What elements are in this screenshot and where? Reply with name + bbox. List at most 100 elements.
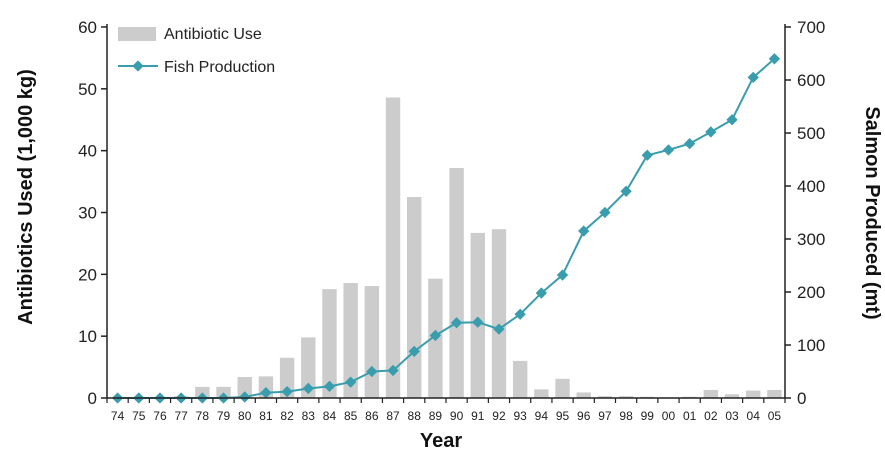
bar-antibiotic-82 (279, 357, 295, 398)
point-fish-92 (493, 323, 505, 335)
x-axis-title: Year (420, 430, 462, 451)
x-tick-label-91: 91 (471, 409, 485, 423)
x-tick-label-04: 04 (747, 409, 761, 423)
point-fish-87 (387, 364, 399, 377)
left-tick-label: 30 (78, 204, 97, 223)
point-fish-98 (620, 185, 632, 197)
bar-antibiotic-98 (618, 396, 634, 398)
x-tick-label-01: 01 (683, 409, 697, 423)
point-fish-00 (662, 144, 675, 156)
point-fish-88 (408, 345, 420, 358)
point-fish-05 (768, 53, 781, 65)
x-tick-label-92: 92 (492, 409, 506, 423)
point-fish-91 (472, 316, 484, 328)
bar-antibiotic-86 (364, 286, 380, 398)
point-fish-99 (641, 149, 653, 161)
bar-antibiotic-83 (301, 337, 316, 398)
bar-antibiotic-04 (746, 390, 761, 398)
left-axis-title: Antibiotics Used (1,000 kg) (15, 69, 37, 325)
point-fish-03 (726, 114, 738, 126)
point-fish-82 (281, 385, 293, 398)
x-tick-label-89: 89 (429, 409, 443, 423)
x-tick-label-96: 96 (577, 409, 591, 423)
left-tick-label: 60 (78, 18, 97, 37)
point-fish-84 (323, 380, 336, 392)
x-tick-label-99: 99 (641, 409, 655, 423)
x-tick-label-75: 75 (132, 409, 146, 423)
right-tick-label: 100 (797, 336, 825, 355)
bar-antibiotic-90 (449, 167, 464, 398)
bar-antibiotic-84 (322, 289, 337, 398)
x-tick-label-85: 85 (344, 409, 358, 423)
right-tick-label: 700 (797, 18, 825, 37)
x-tick-label-78: 78 (196, 409, 210, 423)
x-tick-label-93: 93 (513, 409, 527, 423)
legend-fish-label: Fish Production (164, 59, 275, 76)
point-fish-02 (705, 126, 717, 138)
x-tick-label-94: 94 (535, 409, 549, 423)
bar-antibiotic-03 (724, 394, 740, 398)
fish-production-polyline (117, 58, 776, 399)
x-tick-label-74: 74 (111, 409, 125, 423)
legend: Antibiotic Use Fish Production (118, 26, 275, 76)
bar-antibiotic-91 (470, 232, 485, 398)
point-fish-01 (683, 137, 696, 150)
bar-antibiotic-05 (767, 389, 782, 398)
right-tick-label: 600 (797, 71, 825, 90)
x-tick-label-83: 83 (302, 409, 316, 423)
bar-antibiotic-95 (555, 378, 570, 398)
bar-antibiotic-96 (576, 392, 591, 398)
left-tick-label: 40 (78, 142, 97, 161)
point-fish-93 (514, 308, 526, 320)
x-tick-label-03: 03 (725, 409, 739, 423)
point-fish-80 (239, 391, 251, 403)
bar-antibiotic-80 (237, 376, 252, 398)
x-tick-label-80: 80 (238, 409, 252, 423)
point-fish-94 (535, 287, 548, 299)
x-tick-label-82: 82 (280, 409, 294, 423)
left-tick-label: 50 (78, 80, 97, 99)
point-fish-89 (429, 329, 442, 342)
bar-antibiotic-02 (703, 389, 719, 398)
bar-antibiotic-85 (343, 282, 358, 398)
x-tick-label-84: 84 (323, 409, 337, 423)
point-fish-81 (260, 387, 272, 399)
point-fish-85 (344, 376, 357, 388)
bar-antibiotic-93 (512, 360, 528, 398)
x-tick-label-87: 87 (386, 409, 400, 423)
point-fish-97 (599, 206, 611, 219)
x-tick-label-79: 79 (217, 409, 231, 423)
x-tick-label-00: 00 (662, 409, 676, 423)
x-tick-label-81: 81 (259, 409, 273, 423)
x-tick-label-95: 95 (556, 409, 570, 423)
right-tick-label: 200 (797, 283, 825, 302)
x-tick-label-97: 97 (598, 409, 612, 423)
left-tick-label: 20 (78, 265, 97, 284)
left-tick-label: 0 (88, 389, 97, 408)
x-tick-label-88: 88 (408, 409, 422, 423)
x-tick-label-05: 05 (768, 409, 782, 423)
x-tick-label-02: 02 (704, 409, 718, 423)
bar-antibiotic-92 (491, 229, 507, 398)
x-tick-label-98: 98 (619, 409, 633, 423)
right-axis-title: Salmon Produced (mt) (861, 106, 883, 319)
point-fish-95 (556, 269, 569, 281)
bar-antibiotic-87 (385, 97, 401, 399)
right-tick-label: 400 (797, 177, 825, 196)
point-fish-96 (578, 225, 590, 237)
left-tick-label: 10 (78, 327, 97, 346)
point-fish-90 (450, 317, 463, 329)
x-tick-label-76: 76 (153, 409, 167, 423)
point-fish-83 (302, 382, 314, 395)
bar-antibiotic-88 (407, 197, 422, 398)
x-tick-label-90: 90 (450, 409, 464, 423)
bar-antibiotic-97 (597, 396, 613, 398)
x-tick-label-77: 77 (174, 409, 188, 423)
right-tick-label: 500 (797, 124, 825, 143)
right-tick-label: 0 (797, 389, 806, 408)
right-tick-label: 300 (797, 230, 825, 249)
point-fish-86 (366, 365, 378, 378)
legend-antibiotic-label: Antibiotic Use (164, 26, 262, 43)
